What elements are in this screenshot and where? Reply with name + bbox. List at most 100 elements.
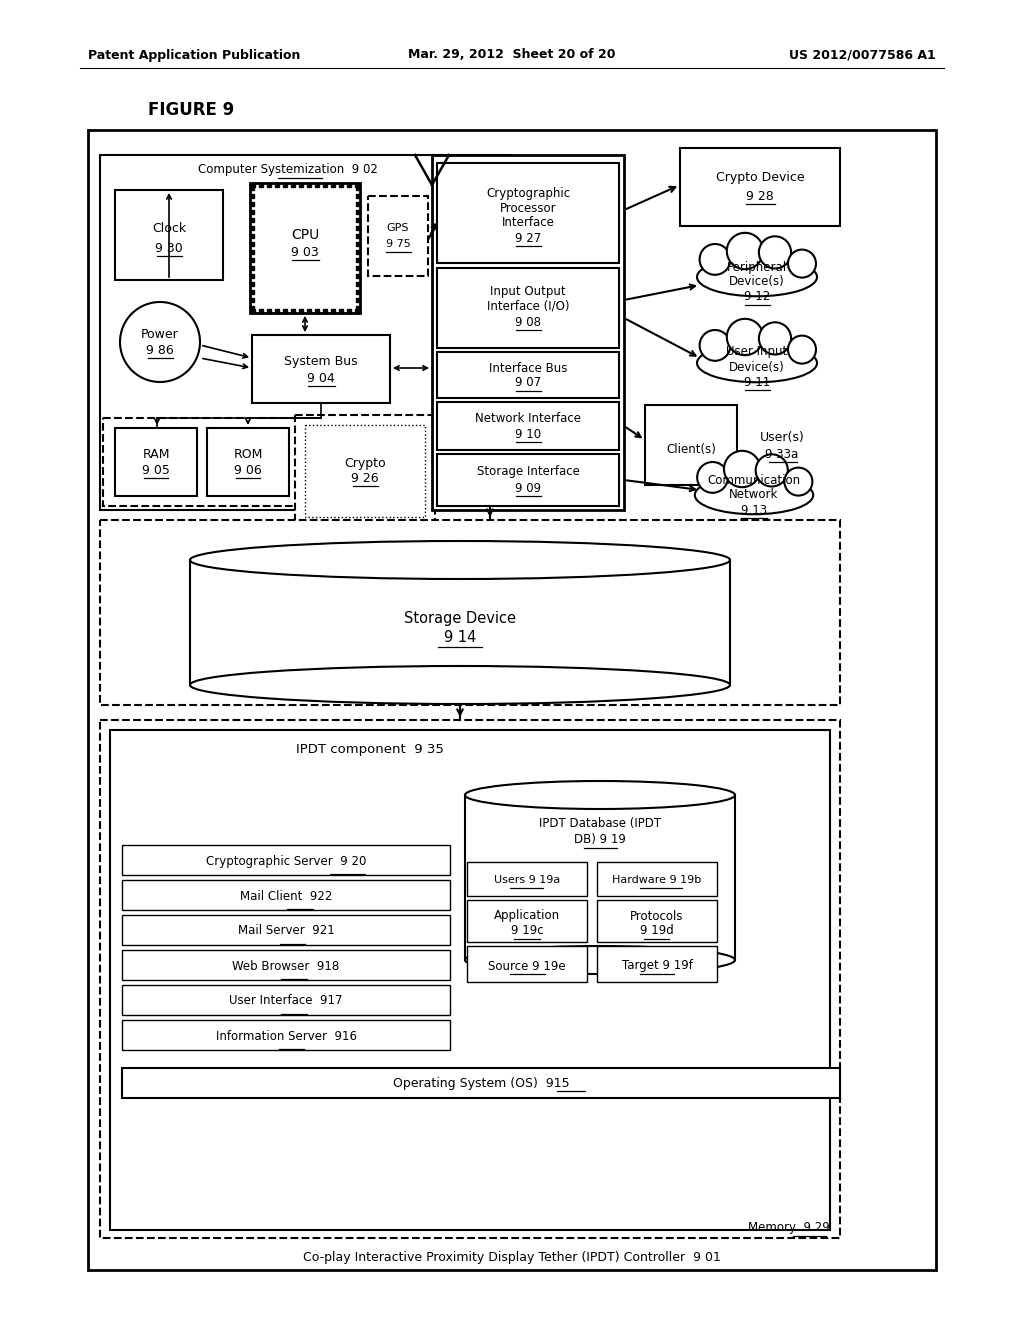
Bar — [467, 946, 587, 982]
Text: RAM: RAM — [142, 449, 170, 462]
Text: Input Output: Input Output — [490, 285, 566, 297]
Ellipse shape — [695, 475, 813, 515]
Circle shape — [788, 249, 816, 277]
Bar — [432, 154, 624, 510]
Text: 9 12: 9 12 — [743, 290, 770, 304]
Bar — [437, 403, 618, 450]
Bar — [252, 335, 390, 403]
Bar — [100, 719, 840, 1238]
Text: IPDT component  9 35: IPDT component 9 35 — [296, 743, 444, 756]
Circle shape — [724, 451, 761, 487]
Bar — [368, 195, 428, 276]
Text: Communication: Communication — [708, 474, 801, 487]
Text: 9 27: 9 27 — [515, 231, 541, 244]
Bar — [295, 414, 435, 527]
Text: 9 30: 9 30 — [155, 242, 183, 255]
Text: DB) 9 19: DB) 9 19 — [574, 833, 626, 846]
Bar — [100, 520, 840, 705]
Text: Storage Device: Storage Device — [404, 610, 516, 626]
Bar — [597, 946, 717, 982]
Text: Device(s): Device(s) — [729, 360, 784, 374]
Bar — [115, 428, 197, 496]
Text: Peripheral: Peripheral — [727, 260, 787, 273]
Text: 9 04: 9 04 — [307, 371, 335, 384]
Bar — [467, 862, 587, 896]
Text: 9 26: 9 26 — [351, 471, 379, 484]
Bar — [437, 454, 618, 506]
Bar — [122, 845, 450, 875]
Text: Web Browser  918: Web Browser 918 — [232, 960, 340, 973]
Bar — [437, 162, 618, 263]
Text: Protocols: Protocols — [630, 909, 684, 923]
Text: 9 03: 9 03 — [291, 246, 318, 259]
Text: 9 06: 9 06 — [234, 463, 262, 477]
Text: GPS: GPS — [387, 223, 410, 234]
Text: CPU: CPU — [291, 228, 319, 242]
Bar — [680, 148, 840, 226]
Bar — [122, 950, 450, 979]
Text: Cryptographic: Cryptographic — [486, 186, 570, 199]
Text: Power: Power — [141, 327, 179, 341]
Text: Patent Application Publication: Patent Application Publication — [88, 49, 300, 62]
Text: Client(s): Client(s) — [666, 444, 716, 457]
Text: Application: Application — [494, 909, 560, 923]
Text: 9 09: 9 09 — [515, 482, 541, 495]
Bar — [88, 129, 936, 1270]
Bar — [122, 915, 450, 945]
Text: Mar. 29, 2012  Sheet 20 of 20: Mar. 29, 2012 Sheet 20 of 20 — [409, 49, 615, 62]
Text: 9 05: 9 05 — [142, 463, 170, 477]
Text: Source 9 19e: Source 9 19e — [488, 960, 566, 973]
Bar — [305, 425, 425, 517]
Circle shape — [697, 462, 728, 492]
Ellipse shape — [465, 946, 735, 974]
Circle shape — [727, 319, 763, 355]
Circle shape — [699, 330, 730, 360]
Text: Hardware 9 19b: Hardware 9 19b — [612, 875, 701, 884]
Text: Computer Systemization  9 02: Computer Systemization 9 02 — [198, 164, 378, 177]
Text: US 2012/0077586 A1: US 2012/0077586 A1 — [790, 49, 936, 62]
Bar — [122, 1068, 840, 1098]
Bar — [597, 862, 717, 896]
Bar — [115, 190, 223, 280]
Circle shape — [120, 302, 200, 381]
Text: Processor: Processor — [500, 202, 556, 214]
Text: Co-play Interactive Proximity Display Tether (IPDT) Controller  9 01: Co-play Interactive Proximity Display Te… — [303, 1251, 721, 1265]
Bar — [110, 730, 830, 1230]
Bar — [100, 154, 510, 510]
Text: 9 14: 9 14 — [443, 631, 476, 645]
Text: Memory  9 29: Memory 9 29 — [749, 1221, 830, 1234]
Text: Crypto: Crypto — [344, 457, 386, 470]
Text: 9 19c: 9 19c — [511, 924, 544, 937]
Text: 9 86: 9 86 — [146, 343, 174, 356]
Text: 9 10: 9 10 — [515, 428, 541, 441]
Text: 9 07: 9 07 — [515, 376, 541, 389]
Text: Information Server  916: Information Server 916 — [215, 1030, 356, 1043]
Text: 9 28: 9 28 — [746, 190, 774, 202]
Bar — [437, 352, 618, 399]
Text: Mail Client  922: Mail Client 922 — [240, 890, 332, 903]
Text: IPDT Database (IPDT: IPDT Database (IPDT — [539, 817, 662, 830]
Text: Interface (I/O): Interface (I/O) — [486, 300, 569, 313]
Circle shape — [788, 335, 816, 363]
Text: FIGURE 9: FIGURE 9 — [148, 102, 234, 119]
Bar — [207, 428, 289, 496]
Text: Target 9 19f: Target 9 19f — [622, 960, 692, 973]
Text: 9 08: 9 08 — [515, 315, 541, 329]
Bar — [437, 268, 618, 348]
Bar — [103, 418, 463, 506]
Bar — [250, 183, 360, 313]
Text: Network: Network — [729, 488, 778, 502]
Bar — [645, 405, 737, 484]
Text: ROM: ROM — [233, 449, 263, 462]
Text: 9 75: 9 75 — [386, 239, 411, 249]
Bar — [467, 900, 587, 942]
Bar — [122, 985, 450, 1015]
Text: Interface: Interface — [502, 216, 554, 230]
Text: User Interface  917: User Interface 917 — [229, 994, 343, 1007]
Circle shape — [784, 467, 812, 495]
Text: Storage Interface: Storage Interface — [476, 466, 580, 479]
Bar — [122, 1020, 450, 1049]
Text: User Input: User Input — [726, 346, 787, 359]
Text: 9 11: 9 11 — [743, 375, 770, 388]
Bar — [122, 880, 450, 909]
